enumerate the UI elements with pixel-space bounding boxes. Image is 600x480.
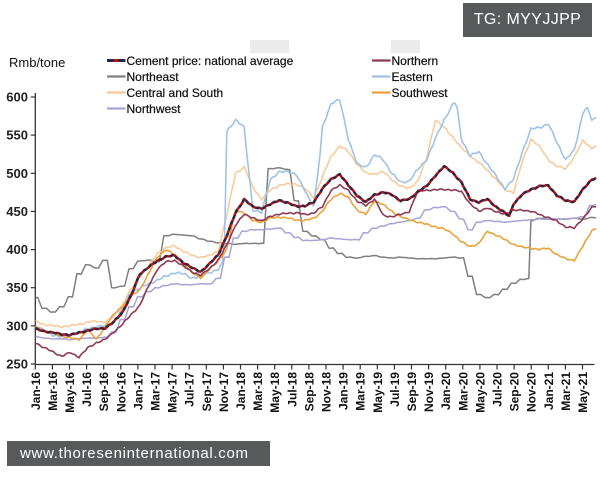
svg-text:Northern: Northern [392, 54, 439, 68]
svg-text:300: 300 [6, 318, 28, 333]
svg-text:Central and South: Central and South [127, 86, 224, 100]
svg-text:May-21: May-21 [576, 372, 590, 413]
svg-text:Cement price: national average: Cement price: national average [127, 54, 294, 68]
svg-text:Mar-20: Mar-20 [456, 372, 470, 411]
svg-text:Jul-18: Jul-18 [285, 372, 299, 407]
svg-text:Mar-16: Mar-16 [46, 372, 60, 411]
svg-text:Jan-17: Jan-17 [131, 372, 145, 410]
svg-text:May-20: May-20 [473, 372, 487, 413]
svg-text:Nov-20: Nov-20 [525, 372, 539, 412]
svg-text:May-18: May-18 [268, 372, 282, 413]
svg-text:Jul-16: Jul-16 [80, 372, 94, 407]
svg-text:Jul-20: Jul-20 [491, 372, 505, 407]
svg-text:Jul-19: Jul-19 [388, 372, 402, 407]
svg-text:350: 350 [6, 280, 28, 295]
svg-text:Eastern: Eastern [392, 70, 433, 84]
svg-text:Mar-21: Mar-21 [559, 372, 573, 411]
svg-text:Jan-20: Jan-20 [439, 372, 453, 410]
svg-text:Sep-16: Sep-16 [97, 372, 111, 412]
svg-text:Jan-16: Jan-16 [29, 372, 43, 410]
svg-text:Nov-16: Nov-16 [114, 372, 128, 412]
svg-text:Nov-18: Nov-18 [320, 372, 334, 412]
svg-text:500: 500 [6, 166, 28, 181]
svg-text:Jul-17: Jul-17 [183, 372, 197, 407]
svg-text:Sep-17: Sep-17 [200, 372, 214, 412]
svg-text:450: 450 [6, 204, 28, 219]
svg-text:Jan-19: Jan-19 [337, 372, 351, 410]
svg-text:Jan-18: Jan-18 [234, 372, 248, 410]
svg-text:600: 600 [6, 90, 28, 105]
svg-text:Sep-18: Sep-18 [302, 372, 316, 412]
svg-text:Sep-20: Sep-20 [508, 372, 522, 412]
svg-text:Southwest: Southwest [392, 86, 449, 100]
svg-text:May-19: May-19 [371, 372, 385, 413]
svg-text:Northeast: Northeast [127, 70, 180, 84]
svg-text:Rmb/tone: Rmb/tone [9, 55, 65, 70]
svg-text:Nov-17: Nov-17 [217, 372, 231, 412]
svg-text:Northwest: Northwest [127, 102, 182, 116]
svg-text:Mar-18: Mar-18 [251, 372, 265, 411]
svg-text:Mar-17: Mar-17 [149, 372, 163, 411]
svg-text:Sep-19: Sep-19 [405, 372, 419, 412]
svg-text:May-17: May-17 [166, 372, 180, 413]
svg-text:May-16: May-16 [63, 372, 77, 413]
svg-text:250: 250 [6, 357, 28, 372]
svg-text:550: 550 [6, 128, 28, 143]
svg-text:400: 400 [6, 242, 28, 257]
svg-text:Nov-19: Nov-19 [422, 372, 436, 412]
svg-text:Jan-21: Jan-21 [542, 372, 556, 410]
svg-text:Mar-19: Mar-19 [354, 372, 368, 411]
